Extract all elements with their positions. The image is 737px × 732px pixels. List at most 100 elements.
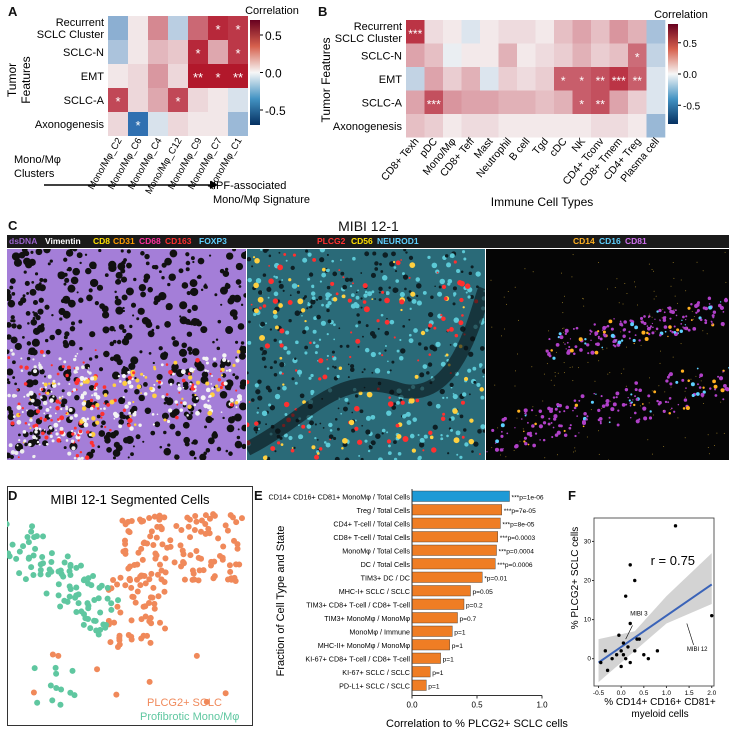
tile1-stroma-cell [21,406,25,410]
tile1-dark-speck [94,301,99,306]
tile3-cell [527,443,530,446]
tile1-stroma-cell [71,432,75,436]
tile3-speck [670,408,672,410]
tile2-cell [446,396,449,399]
tile2-plcg2-cell [352,282,354,285]
tile2-cell [278,340,283,344]
tile1-dark-speck [91,264,97,270]
tile3-speck [662,410,664,412]
heatmap-b-cell [480,20,499,44]
tile2-cell [422,364,428,369]
tile2-plcg2-cell [402,436,409,443]
tile2-plcg2-cell [252,256,256,259]
heatmap-a-star: * [135,118,140,133]
tile1-dark-speck [108,435,111,438]
tile2-plcg2-cell [247,379,250,385]
tile1-dark-speck [240,251,246,260]
tile2-cell [344,457,350,460]
tile2-cell [326,367,330,370]
heatmap-b-cell [591,20,610,44]
tile3-cell [501,449,504,452]
tile2-cell [364,439,368,443]
tile2-plcg2-cell [341,294,346,299]
tile1-dark-speck [61,398,68,405]
tile1-dark-speck [133,277,137,282]
tile2-cell [301,314,303,317]
tile1-stroma-cell [228,368,232,372]
heatmap-a-row-label: SCLC-N [63,47,104,59]
segmented-cell-monomac [69,667,76,674]
segmented-cell-monomac [91,596,98,603]
tile1-stroma-cell [205,361,209,365]
tile1-stroma-cell [156,413,159,416]
bar-e-pvalue: ***p=0.0003 [500,535,536,542]
heatmap-a-cell [128,64,148,88]
heatmap-b-cell [628,114,647,138]
tile3-cell [578,337,583,342]
tile1-dark-speck [147,286,153,293]
scatter-point [619,649,623,653]
tile1-stroma-cell [206,404,212,410]
scatter-point [626,645,630,649]
tile3-cell [704,321,708,325]
tile1-stroma-cell [24,421,28,425]
tile1-dark-speck [7,299,16,308]
tile2-cell [408,255,414,261]
tile2-cell [476,285,479,289]
tile3-cell [720,388,725,393]
tile2-cell [343,406,348,412]
tile3-cell [602,330,606,334]
segmented-cell-monomac [39,554,46,561]
tile3-speck [562,332,564,334]
bar-e-category-label: PD-L1+ SCLC / SCLC [339,682,410,691]
tile3-speck [707,446,709,448]
tile1-dark-speck [29,431,33,436]
tile2-cell [423,346,428,351]
tile1-stroma-cell [152,423,156,426]
tile1-stroma-cell [23,395,26,398]
tile1-dark-speck [120,249,124,253]
tile1-stroma-cell [212,357,217,361]
tile2-cell [440,434,443,437]
tile3-cell [669,329,672,332]
tile3-cell [659,333,662,337]
tile1-stroma-cell [236,349,241,354]
heatmap-b-cell [535,43,555,67]
tile2-plcg2-cell [440,416,446,422]
tile3-cell [589,329,592,332]
tile2-plcg2-cell [297,298,304,305]
panel-c-title: MIBI 12-1 [338,218,399,234]
tile1-dark-speck [159,445,163,449]
bar-e [411,666,431,678]
legend-foxp3: FOXP3 [199,236,227,246]
tile1-stroma-cell [34,430,38,434]
tile3-cell [679,329,683,333]
tile2-cell [449,253,455,259]
panel-f-ylabel: % PLCG2+ SCLC cells [570,527,581,630]
bar-e [411,652,441,664]
tile3-cell [695,311,698,314]
tile1-stroma-cell [54,412,57,415]
segmented-cell-plcg2 [155,593,162,600]
tile1-dark-speck [154,421,161,428]
tile1-dark-speck [165,303,173,311]
tile3-speck [574,450,576,452]
tile1-stroma-cell [84,455,90,460]
panel-a-colorbar-title: Correlation [245,5,299,17]
tile1-stroma-cell [74,355,77,358]
tile2-cell [415,294,419,298]
heatmap-a-row-label: SCLC Cluster [37,29,105,41]
tile3-cell [623,328,627,332]
tile2-plcg2-cell [274,325,279,330]
tile3-speck [544,457,546,459]
tile2-cell [350,364,355,369]
segmented-cell-monomac [57,603,64,610]
tile2-cell [428,311,434,318]
tile1-dark-speck [181,357,188,363]
tile1-dark-speck [191,348,200,356]
tile3-speck [640,320,642,322]
tile2-cell [409,433,415,439]
tile1-stroma-cell [44,435,49,440]
tile1-stroma-cell [225,369,228,372]
tile3-speck [648,263,650,265]
